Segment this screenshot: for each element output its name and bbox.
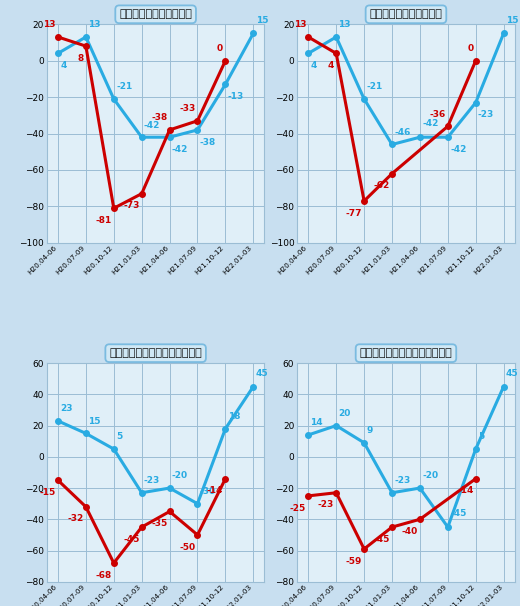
Text: -40: -40	[401, 527, 418, 536]
Text: -15: -15	[40, 488, 56, 497]
Text: -21: -21	[366, 82, 383, 92]
Text: 13: 13	[88, 21, 100, 29]
Text: 8: 8	[77, 54, 84, 63]
Text: 15: 15	[88, 417, 100, 426]
Text: -25: -25	[290, 504, 306, 513]
Text: 15: 15	[506, 16, 518, 25]
Text: -20: -20	[422, 471, 438, 481]
Text: -23: -23	[394, 476, 410, 485]
Text: 9: 9	[366, 426, 373, 435]
Text: -38: -38	[200, 138, 216, 147]
Title: ２－３階建て賃貸住宅受注金額: ２－３階建て賃貸住宅受注金額	[360, 348, 452, 358]
Text: -14: -14	[457, 487, 474, 495]
Text: -20: -20	[172, 471, 188, 481]
Text: -38: -38	[151, 113, 167, 122]
Text: -42: -42	[450, 145, 466, 154]
Text: -23: -23	[318, 501, 334, 510]
Text: -42: -42	[172, 145, 188, 154]
Text: 18: 18	[228, 412, 240, 421]
Text: 45: 45	[506, 369, 518, 378]
Text: 4: 4	[60, 61, 67, 70]
Text: -42: -42	[422, 119, 438, 128]
Title: 戸建て分譲住宅受注戸数: 戸建て分譲住宅受注戸数	[119, 9, 192, 19]
Text: 15: 15	[255, 16, 268, 25]
Text: 23: 23	[60, 404, 73, 413]
Text: -23: -23	[144, 476, 160, 485]
Text: 13: 13	[339, 21, 351, 29]
Text: -32: -32	[68, 514, 84, 524]
Text: 20: 20	[339, 409, 351, 418]
Text: 45: 45	[255, 369, 268, 378]
Text: -77: -77	[345, 208, 362, 218]
Text: -45: -45	[450, 510, 466, 518]
Text: -68: -68	[95, 571, 112, 580]
Text: -73: -73	[123, 201, 139, 210]
Text: -45: -45	[123, 534, 139, 544]
Text: 13: 13	[294, 21, 306, 29]
Text: -35: -35	[151, 519, 167, 528]
Text: -42: -42	[144, 121, 160, 130]
Text: 5: 5	[478, 432, 484, 441]
Text: 0: 0	[217, 44, 223, 53]
Text: 14: 14	[310, 418, 323, 427]
Text: -30: -30	[200, 487, 216, 496]
Text: -81: -81	[95, 216, 112, 225]
Text: -59: -59	[345, 557, 362, 565]
Text: 4: 4	[310, 61, 317, 70]
Text: -45: -45	[373, 534, 390, 544]
Title: ２－３階建て賃貸住宅受注戸数: ２－３階建て賃貸住宅受注戸数	[109, 348, 202, 358]
Text: 4: 4	[328, 61, 334, 70]
Text: 5: 5	[116, 432, 122, 441]
Text: -13: -13	[228, 92, 244, 101]
Title: 戸建て分譲住宅受注金額: 戸建て分譲住宅受注金額	[370, 9, 443, 19]
Text: -36: -36	[430, 110, 446, 119]
Text: -50: -50	[179, 542, 196, 551]
Text: -21: -21	[116, 82, 132, 92]
Text: -46: -46	[394, 128, 411, 137]
Text: 13: 13	[43, 21, 56, 29]
Text: 0: 0	[467, 44, 474, 53]
Text: -62: -62	[373, 181, 390, 190]
Text: -33: -33	[179, 104, 196, 113]
Text: -14: -14	[207, 487, 223, 495]
Text: -23: -23	[478, 110, 494, 119]
